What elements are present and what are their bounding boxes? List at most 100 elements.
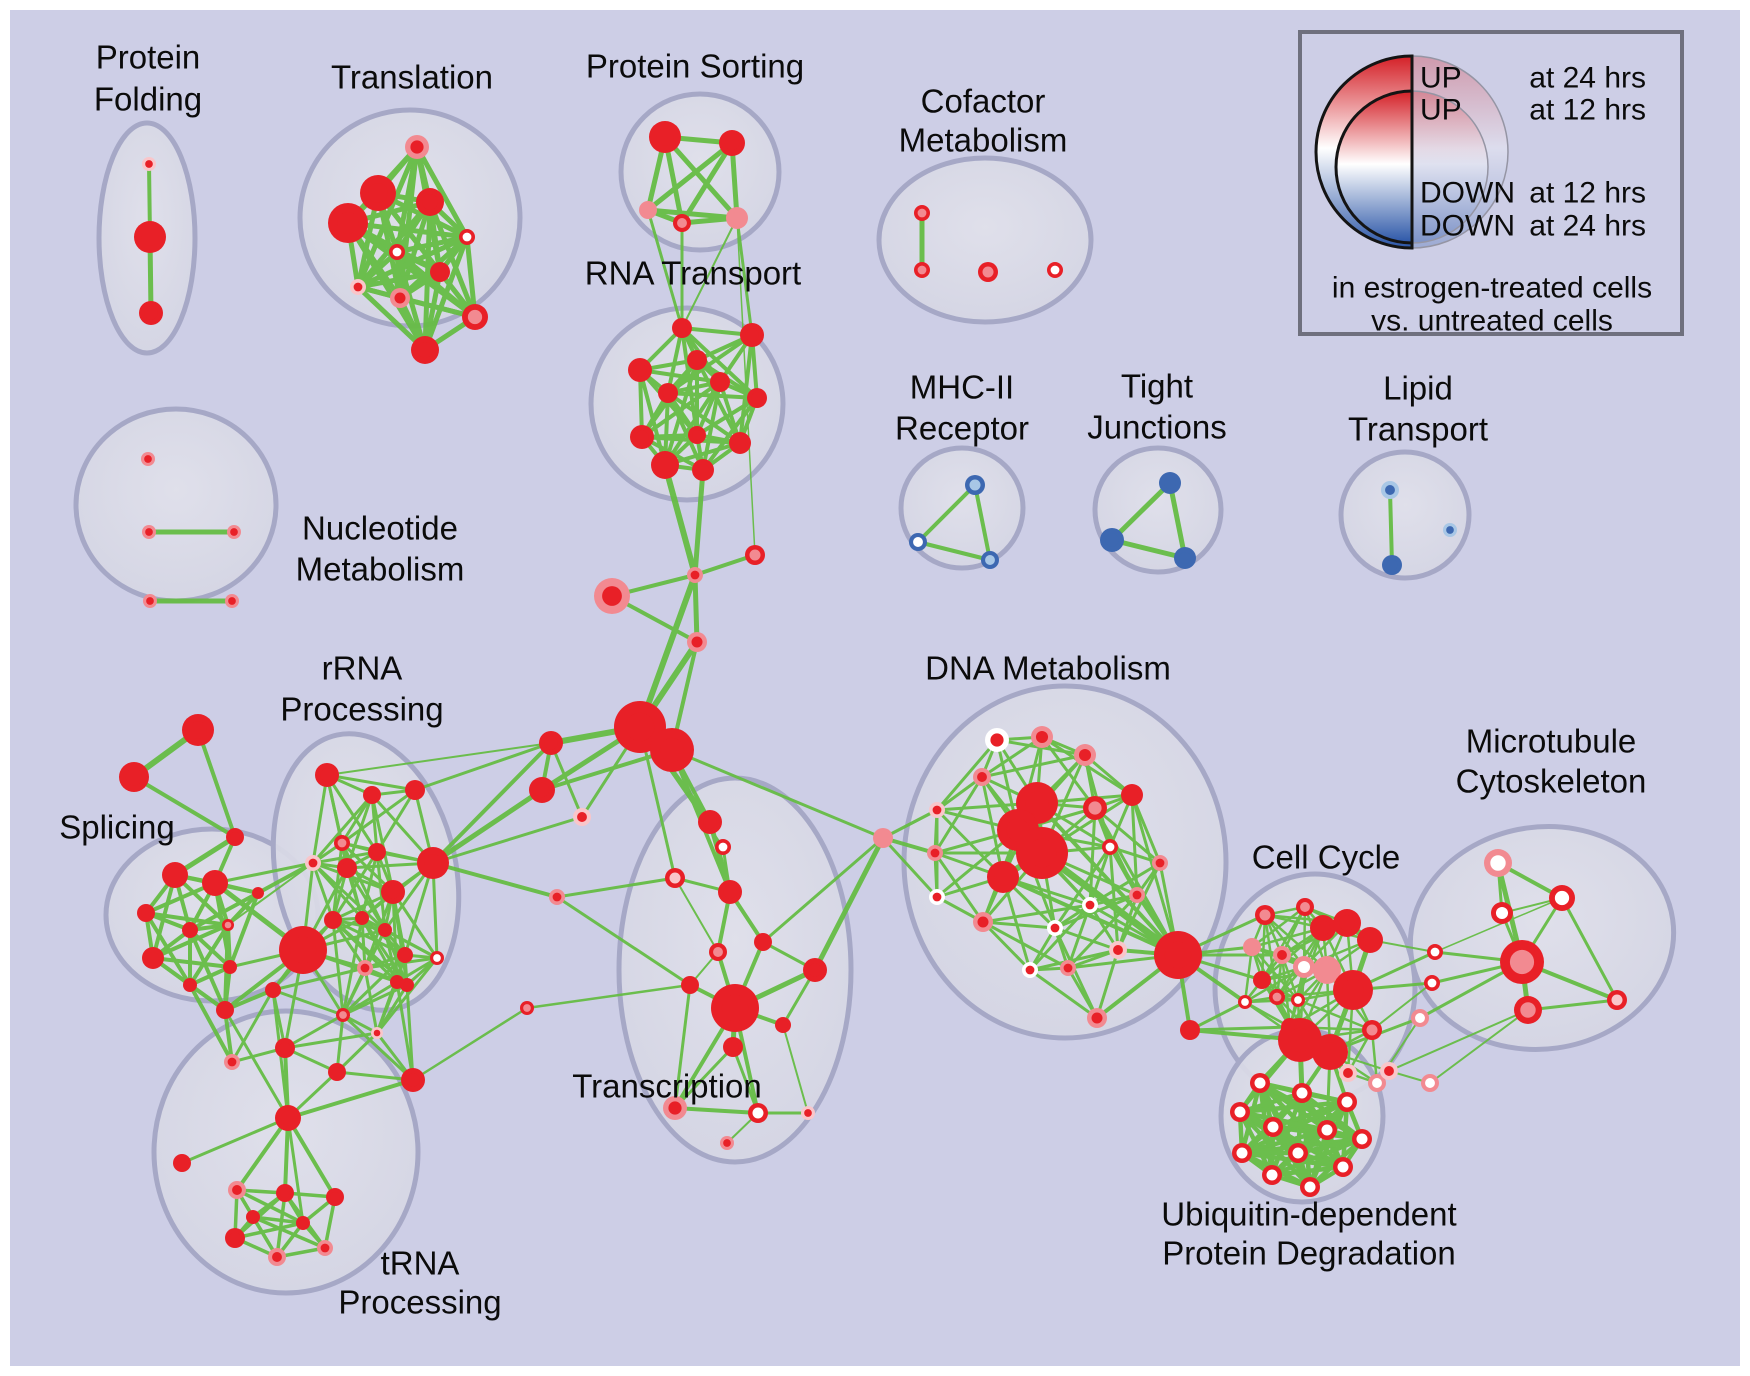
node-inner-core	[1339, 915, 1355, 931]
cluster-label-rrna-processing: rRNA	[322, 650, 403, 687]
node-inner-core	[424, 854, 442, 872]
node	[1273, 946, 1291, 964]
node-inner-core	[733, 436, 747, 450]
node	[1074, 744, 1096, 766]
node	[658, 383, 678, 403]
edge	[1028, 968, 1099, 1020]
node	[698, 810, 722, 834]
node-inner-core	[1509, 949, 1535, 975]
edge	[525, 983, 692, 1010]
node	[296, 1216, 310, 1230]
edge	[188, 983, 234, 1064]
edge	[431, 815, 584, 865]
cluster-label-cell-cycle: Cell Cycle	[1252, 839, 1401, 876]
node-inner-core	[1267, 1121, 1279, 1133]
node-inner-core	[932, 892, 942, 902]
edge	[707, 819, 733, 895]
node-inner-core	[367, 790, 377, 800]
node	[681, 976, 699, 994]
node-inner-core	[353, 282, 363, 292]
node	[337, 858, 357, 878]
edge	[935, 738, 999, 812]
edge	[341, 983, 409, 1017]
edge	[1388, 488, 1394, 567]
node-inner-core	[985, 555, 995, 565]
node	[1129, 887, 1145, 903]
node	[223, 960, 237, 974]
node	[328, 203, 368, 243]
cluster-bubble-nucleotide-metabolism	[73, 406, 279, 604]
node	[1102, 839, 1118, 855]
node	[1022, 962, 1038, 978]
node-inner-core	[207, 875, 223, 891]
node-inner-core	[758, 937, 768, 947]
node	[801, 1106, 815, 1120]
edge	[1371, 982, 1433, 1031]
node-inner-core	[1427, 978, 1437, 988]
edge	[674, 877, 719, 953]
node	[137, 904, 155, 922]
edge	[132, 775, 237, 839]
node	[142, 525, 156, 539]
edge	[673, 983, 692, 1110]
node-inner-core	[272, 1252, 282, 1262]
node-inner-core	[125, 768, 143, 786]
node-inner-core	[422, 194, 438, 210]
node-inner-core	[358, 914, 366, 922]
node	[594, 578, 630, 614]
node-inner-core	[386, 885, 400, 899]
node-inner-core	[1321, 1124, 1333, 1136]
node	[1255, 905, 1275, 925]
node	[246, 1210, 260, 1224]
node-inner-core	[656, 128, 674, 146]
edge	[283, 1031, 379, 1050]
node-inner-core	[145, 160, 153, 168]
node-inner-core	[534, 782, 550, 798]
edge	[670, 748, 885, 840]
node	[710, 372, 730, 392]
edge	[1066, 893, 1139, 970]
cluster-bubble-microtubule-cytoskeleton	[1407, 824, 1677, 1052]
node	[317, 1240, 333, 1256]
node-inner-core	[602, 586, 622, 606]
legend-time-label: at 24 hrs	[1529, 62, 1646, 95]
node-inner-core	[467, 309, 483, 325]
cluster-label-trna-processing: Processing	[338, 1284, 501, 1321]
edge	[692, 572, 700, 645]
legend-time-label: at 12 hrs	[1529, 177, 1646, 210]
legend-time-label: at 24 hrs	[1529, 210, 1646, 243]
node	[639, 201, 657, 219]
node-inner-core	[751, 392, 763, 404]
node-inner-core	[1234, 1106, 1246, 1118]
edge	[673, 1045, 735, 1110]
node	[981, 551, 999, 569]
edge	[196, 728, 237, 839]
node-inner-core	[1155, 858, 1165, 868]
legend-wheel-inner-left	[1334, 89, 1414, 245]
node-inner-core	[696, 463, 710, 477]
node	[745, 545, 765, 565]
node-inner-core	[1384, 1066, 1394, 1076]
node-inner-core	[982, 266, 994, 278]
node-inner-core	[703, 815, 717, 829]
node	[719, 130, 745, 156]
edge	[360, 850, 379, 920]
node-inner-core	[1386, 559, 1398, 571]
node-inner-core	[403, 981, 411, 989]
node-inner-core	[1184, 1024, 1196, 1036]
node	[1174, 547, 1196, 569]
node	[1253, 971, 1271, 989]
node-inner-core	[1241, 998, 1249, 1006]
node	[459, 229, 475, 245]
edge	[464, 234, 478, 320]
edge	[1001, 875, 1180, 957]
node-inner-core	[552, 892, 562, 902]
cluster-bubble-cofactor-metabolism	[876, 155, 1094, 325]
edge	[679, 140, 735, 226]
edge	[1109, 537, 1188, 561]
edge	[311, 850, 379, 865]
node	[1352, 1129, 1372, 1149]
node	[687, 350, 707, 370]
node	[390, 288, 410, 308]
